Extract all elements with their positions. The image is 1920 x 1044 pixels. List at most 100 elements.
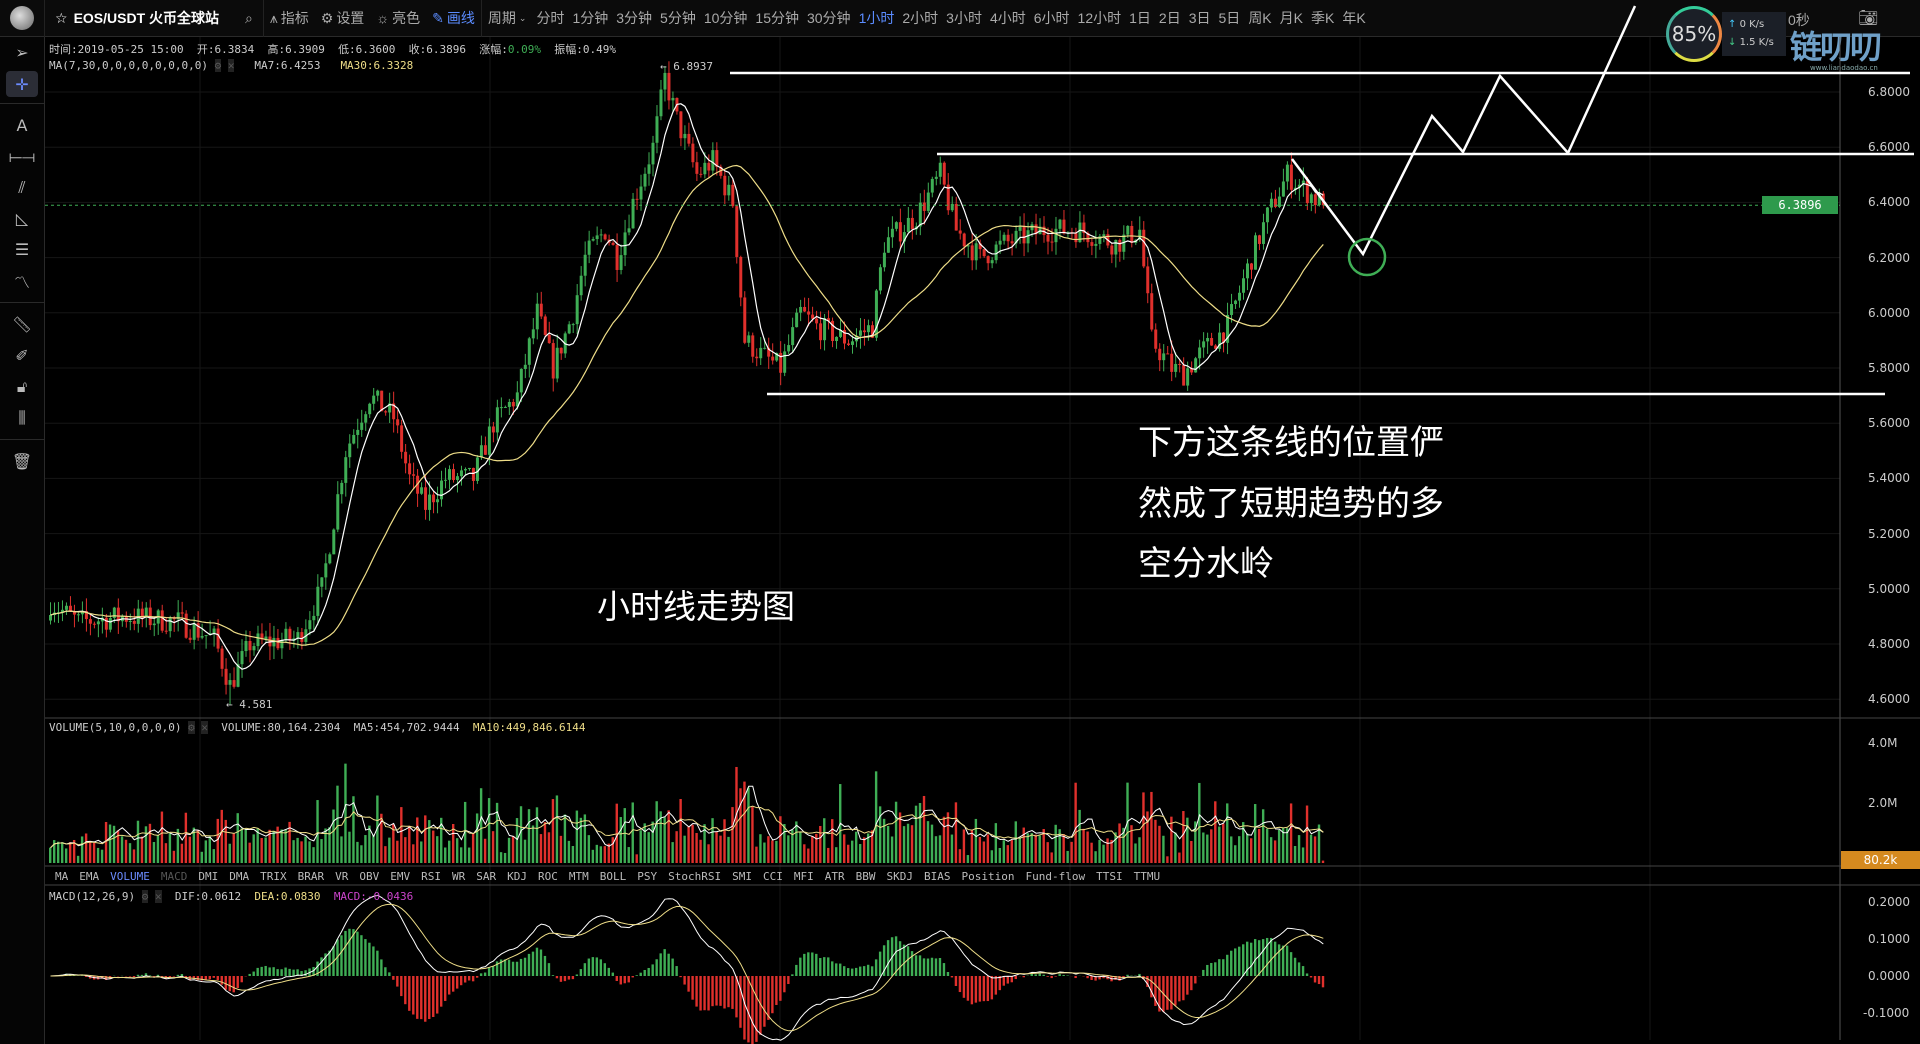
indicator-tab-ttsi[interactable]: TTSI [1096, 869, 1123, 883]
ruler-icon[interactable]: 📏︎ [11, 315, 33, 334]
wave-tool-icon[interactable]: 〽 [13, 272, 30, 292]
app-logo[interactable] [0, 0, 45, 37]
indicator-tab-emv[interactable]: EMV [390, 869, 411, 883]
price-axis-label: 5.2000 [1868, 526, 1910, 541]
period-季K[interactable]: 季K [1311, 10, 1335, 26]
gear-icon[interactable]: ⚙ [141, 890, 149, 903]
period-分时[interactable]: 分时 [536, 10, 565, 26]
period-3分钟[interactable]: 3分钟 [616, 10, 653, 26]
indicator-tab-atr[interactable]: ATR [824, 869, 845, 883]
user-drawings[interactable] [730, 5, 1914, 396]
period-15分钟[interactable]: 15分钟 [755, 10, 799, 26]
period-1日[interactable]: 1日 [1129, 10, 1151, 26]
close-icon[interactable]: ✕ [227, 59, 235, 72]
indicator-tab-rsi[interactable]: RSI [421, 869, 441, 883]
period-月K[interactable]: 月K [1279, 10, 1303, 26]
draw-line-button[interactable]: ✎ 画线 [432, 9, 475, 27]
period-5日[interactable]: 5日 [1218, 10, 1241, 26]
candle [1054, 228, 1058, 243]
light-theme-button[interactable]: ☼ 亮色 [376, 10, 421, 26]
candle [1158, 348, 1162, 361]
period-5分钟[interactable]: 5分钟 [660, 10, 696, 26]
indicator-tab-volume[interactable]: VOLUME [110, 869, 150, 883]
indicator-tab-mtm[interactable]: MTM [568, 869, 589, 883]
indicator-tab-smi[interactable]: SMI [732, 869, 752, 883]
gear-icon[interactable]: ⚙ [214, 59, 222, 72]
triangle-tool-icon[interactable]: ◺ [15, 209, 29, 228]
candles-visibility-icon[interactable]: ⫼ [18, 407, 26, 427]
macd-histogram-bar [495, 961, 499, 976]
symbol-selector[interactable]: ☆ EOS/USDT 火币全球站 [45, 8, 235, 28]
candle [1269, 198, 1273, 208]
indicator-button[interactable]: ⩚ 指标 [269, 9, 309, 27]
indicator-tab-kdj[interactable]: KDJ [507, 869, 527, 883]
macd-histogram-bar [970, 976, 974, 1005]
gear-icon[interactable]: ⚙ [188, 721, 195, 734]
settings-button[interactable]: ⚙ 设置 [320, 9, 365, 27]
period-3小时[interactable]: 3小时 [946, 10, 982, 26]
close-icon[interactable]: ✕ [201, 721, 208, 734]
indicator-tab-dma[interactable]: DMA [229, 869, 250, 883]
fibonacci-icon[interactable]: ☰ [14, 240, 30, 259]
candle [184, 613, 188, 638]
brush-icon[interactable]: ✐ [15, 346, 29, 365]
candle [1265, 207, 1269, 223]
candle [164, 630, 168, 632]
period-1小时[interactable]: 1小时 [858, 10, 895, 26]
pointer-icon[interactable]: ➢ [15, 43, 29, 62]
indicator-tab-bias[interactable]: BIAS [923, 869, 951, 883]
indicator-tab-brar[interactable]: BRAR [297, 869, 325, 883]
indicator-tab-dmi[interactable]: DMI [198, 869, 219, 883]
period-dropdown[interactable]: 周期 ⌄ [487, 10, 527, 26]
indicator-tab-ma[interactable]: MA [55, 869, 69, 883]
indicator-tab-boll[interactable]: BOLL [599, 869, 627, 883]
period-10分钟[interactable]: 10分钟 [703, 10, 748, 26]
indicator-tab-cci[interactable]: CCI [762, 869, 783, 883]
indicator-tab-bbw[interactable]: BBW [855, 869, 876, 883]
indicator-tab-stochrsi[interactable]: StochRSI [668, 869, 722, 883]
indicator-tab-sar[interactable]: SAR [476, 869, 497, 883]
indicator-tab-position[interactable]: Position [961, 869, 1015, 883]
period-30分钟[interactable]: 30分钟 [806, 10, 851, 26]
period-周K[interactable]: 周K [1248, 10, 1272, 26]
search-icon[interactable]: ⌕ [245, 9, 253, 26]
indicator-tab-macd[interactable]: MACD [160, 869, 188, 883]
text-tool-icon[interactable]: A [16, 116, 28, 135]
indicator-tab-trix[interactable]: TRIX [260, 869, 287, 883]
candle [1062, 219, 1066, 234]
period-年K[interactable]: 年K [1342, 10, 1366, 26]
period-2小时[interactable]: 2小时 [902, 10, 939, 26]
indicator-tab-wr[interactable]: WR [452, 869, 466, 883]
period-2日[interactable]: 2日 [1158, 10, 1181, 26]
indicator-tab-fund-flow[interactable]: Fund-flow [1025, 869, 1086, 883]
period-3日[interactable]: 3日 [1188, 10, 1211, 26]
camera-icon[interactable]: 📷︎ [1858, 10, 1879, 27]
lock-icon[interactable]: 🔓︎ [16, 376, 28, 396]
indicator-tab-vr[interactable]: VR [335, 869, 349, 883]
indicator-tab-psy[interactable]: PSY [637, 869, 658, 883]
trash-icon[interactable]: 🗑︎ [11, 452, 33, 471]
star-icon[interactable]: ☆ [55, 9, 68, 26]
parallel-lines-icon[interactable]: ⫽ [18, 177, 26, 197]
indicator-tab-ema[interactable]: EMA [79, 869, 100, 883]
segment-tool-icon[interactable]: ⟝⟞ [8, 146, 36, 166]
indicator-tab-mfi[interactable]: MFI [793, 869, 814, 883]
indicator-tab-roc[interactable]: ROC [538, 869, 558, 883]
indicator-tab-skdj[interactable]: SKDJ [886, 869, 913, 883]
macd-histogram-bar [1118, 976, 1121, 981]
period-6小时[interactable]: 6小时 [1033, 10, 1070, 26]
macd-histogram-bar [1265, 937, 1269, 976]
macd-histogram-bar [216, 976, 219, 981]
volume-bar [683, 835, 686, 863]
period-1分钟[interactable]: 1分钟 [572, 10, 609, 26]
period-12小时[interactable]: 12小时 [1077, 10, 1122, 26]
close-icon[interactable]: ✕ [154, 890, 162, 903]
candle [886, 237, 890, 253]
crosshair-icon[interactable]: ✛ [6, 71, 38, 97]
indicator-tab-obv[interactable]: OBV [359, 869, 380, 883]
period-4小时[interactable]: 4小时 [989, 10, 1026, 26]
macd-histogram-bar [551, 975, 555, 976]
candle [72, 611, 76, 615]
indicator-tab-ttmu[interactable]: TTMU [1133, 869, 1161, 883]
